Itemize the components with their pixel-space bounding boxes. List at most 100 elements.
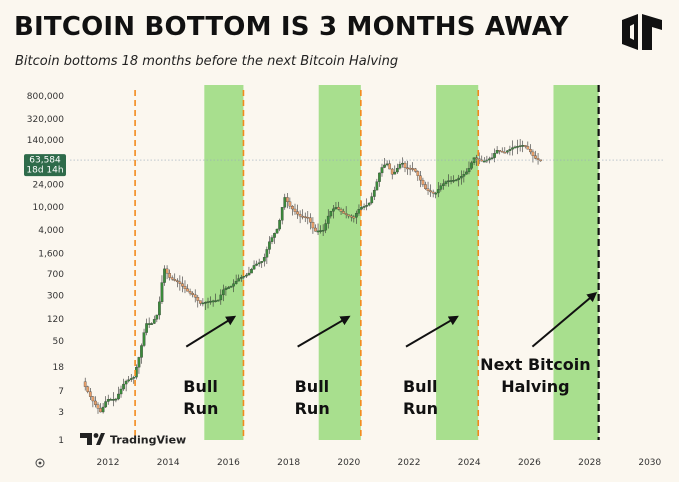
- candle-body: [173, 279, 177, 281]
- candle-body: [99, 408, 102, 413]
- y-tick-label: 300: [47, 292, 64, 302]
- candle-body: [288, 201, 292, 207]
- candle-body: [201, 302, 205, 305]
- candle-body: [439, 185, 443, 190]
- candle-body: [242, 275, 246, 278]
- x-tick-label: 2020: [337, 458, 360, 468]
- candle-body: [329, 211, 333, 217]
- candle-body: [158, 301, 161, 316]
- candle-body: [431, 191, 435, 194]
- candle-body: [493, 153, 496, 158]
- candle-body: [413, 168, 417, 172]
- candle-body: [536, 158, 540, 160]
- candle-body: [326, 215, 330, 224]
- candle-body: [531, 151, 535, 156]
- candle-body: [109, 399, 113, 401]
- candle-body: [140, 345, 143, 358]
- price-badge-countdown: 18d 14h: [26, 166, 63, 176]
- candle-body: [150, 323, 154, 325]
- candle-body: [165, 268, 169, 274]
- candle-body: [127, 379, 131, 382]
- candle-body: [339, 209, 343, 212]
- candle-body: [257, 262, 261, 265]
- candle-body: [245, 274, 248, 277]
- candle-body: [454, 179, 458, 182]
- candle-body: [365, 205, 368, 207]
- x-tick-label: 2026: [518, 458, 541, 468]
- annotation-label: Halving: [501, 377, 569, 396]
- candle-body: [429, 190, 432, 193]
- x-tick-label: 2016: [217, 458, 240, 468]
- candle-body: [94, 400, 97, 405]
- bottom-window-2: [318, 85, 361, 440]
- candle-body: [104, 401, 108, 408]
- candle-body: [508, 149, 512, 151]
- candle-body: [526, 146, 530, 150]
- candle-body: [482, 160, 486, 163]
- y-tick-label: 1,600: [38, 249, 64, 259]
- candle-body: [303, 216, 307, 218]
- candle-body: [521, 145, 525, 147]
- candle-body: [426, 188, 430, 191]
- annotation-label: Next Bitcoin: [480, 355, 590, 374]
- candle-body: [291, 205, 294, 210]
- y-tick-label: 10,000: [33, 203, 65, 213]
- candle-body: [273, 233, 276, 238]
- candle-body: [152, 319, 156, 324]
- candle-body: [424, 184, 427, 189]
- candle-body: [314, 227, 317, 232]
- tradingview-watermark: TradingView: [80, 433, 186, 447]
- candle-body: [252, 265, 256, 270]
- candle-body: [178, 281, 182, 284]
- candle-body: [344, 213, 348, 215]
- candle-body: [316, 230, 320, 233]
- candle-body: [170, 277, 174, 280]
- candle-body: [488, 158, 491, 161]
- candle-body: [444, 181, 448, 184]
- candle-body: [457, 177, 461, 180]
- candle-body: [311, 222, 315, 229]
- page-title: BITCOIN BOTTOM IS 3 MONTHS AWAY: [14, 12, 569, 42]
- candle-body: [337, 207, 340, 210]
- candle-body: [342, 211, 345, 214]
- candle-body: [262, 257, 266, 262]
- candle-body: [416, 171, 420, 176]
- candle-body: [324, 223, 328, 231]
- candle-body: [122, 383, 125, 390]
- halving-windows: [204, 85, 599, 440]
- candle-body: [198, 300, 202, 304]
- y-tick-label: 1: [58, 436, 64, 446]
- candle-body: [349, 215, 353, 218]
- x-tick-label: 2024: [458, 458, 481, 468]
- candle-body: [421, 179, 425, 185]
- candle-body: [375, 181, 379, 191]
- candle-body: [106, 399, 110, 402]
- candle-body: [237, 278, 241, 282]
- annotation-arrow-2: [297, 315, 351, 348]
- candle-body: [390, 168, 394, 175]
- candle-body: [452, 180, 455, 182]
- candle-body: [188, 291, 192, 294]
- candle-body: [383, 164, 386, 168]
- candle-body: [332, 208, 335, 212]
- candle-body: [142, 332, 146, 346]
- candle-body: [191, 292, 195, 295]
- candle-body: [388, 163, 392, 170]
- candle-body: [265, 249, 269, 258]
- y-tick-label: 18: [53, 363, 65, 373]
- candle-body: [319, 230, 322, 232]
- candle-body: [222, 289, 225, 296]
- x-tick-label: 2018: [277, 458, 300, 468]
- annotation-label: Run: [295, 399, 330, 418]
- candle-body: [395, 167, 399, 173]
- candle-body: [434, 192, 438, 195]
- y-tick-label: 4,000: [38, 226, 64, 236]
- candle-body: [250, 269, 253, 274]
- candle-body: [529, 149, 532, 153]
- brand-logo-icon: [622, 14, 662, 50]
- settings-icon[interactable]: [35, 458, 45, 468]
- candle-body: [500, 150, 504, 153]
- candle-body: [211, 300, 215, 303]
- candle-body: [114, 398, 118, 401]
- price-badge: 63,584 18d 14h: [24, 154, 66, 177]
